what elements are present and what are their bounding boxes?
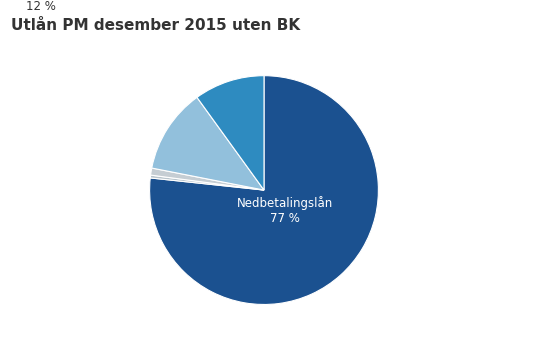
- Wedge shape: [151, 168, 264, 190]
- Wedge shape: [150, 175, 264, 190]
- Wedge shape: [152, 98, 264, 190]
- Text: Utlån PM desember 2015 uten BK: Utlån PM desember 2015 uten BK: [11, 18, 300, 33]
- Wedge shape: [197, 76, 264, 190]
- Wedge shape: [150, 76, 378, 304]
- Text: Fastrentelån
12 %: Fastrentelån 12 %: [4, 0, 78, 13]
- Text: Nedbetalingslån
77 %: Nedbetalingslån 77 %: [236, 196, 333, 225]
